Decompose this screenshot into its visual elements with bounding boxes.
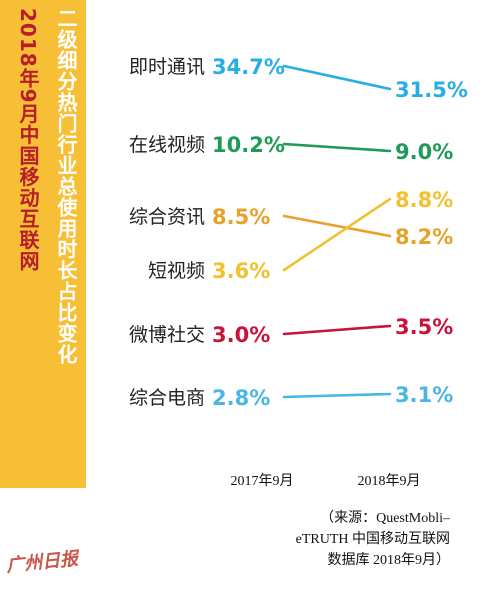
value-label-2017: 2.8% (212, 386, 270, 410)
value-label-2018: 8.8% (395, 188, 453, 212)
source-note: （来源：QuestMobli– eTRUTH 中国移动互联网 数据库 2018年… (295, 511, 450, 568)
value-label-2018: 3.5% (395, 315, 453, 339)
value-label-2017: 3.6% (212, 259, 270, 283)
category-label: 综合资讯 (129, 206, 205, 228)
value-label-2018: 3.1% (395, 383, 453, 407)
x-axis-label: 2018年9月 (358, 473, 421, 489)
value-label-2018: 31.5% (395, 78, 468, 102)
value-label-2017: 3.0% (212, 323, 270, 347)
chart-title: 二级细分热门行业总使用时长占比变化 (54, 8, 78, 365)
x-axis-label: 2017年9月 (231, 473, 294, 489)
series-line (282, 197, 392, 272)
category-label: 短视频 (148, 260, 205, 282)
newspaper-logo: 广州日报 (5, 548, 80, 577)
category-label: 即时通讯 (129, 56, 205, 78)
series-line (282, 392, 392, 399)
category-label: 在线视频 (129, 134, 205, 156)
slope-chart: 即时通讯 34.7% 31.5% 在线视频 10.2% 9.0% 综合资讯 8.5% 8.2% 短… (129, 55, 468, 489)
series-line (282, 324, 392, 336)
value-label-2018: 8.2% (395, 225, 453, 249)
value-label-2017: 10.2% (212, 133, 285, 157)
series-line (282, 214, 392, 238)
value-label-2017: 8.5% (212, 205, 270, 229)
category-label: 微博社交 (129, 324, 205, 346)
chart-subtitle: 2018年9月中国移动互联网 (16, 8, 40, 272)
value-label-2017: 34.7% (212, 55, 285, 79)
series-line (282, 142, 392, 153)
category-label: 综合电商 (129, 387, 205, 409)
title-band: 二级细分热门行业总使用时长占比变化 2018年9月中国移动互联网 (0, 0, 86, 488)
series-line (282, 64, 392, 91)
value-label-2018: 9.0% (395, 140, 453, 164)
